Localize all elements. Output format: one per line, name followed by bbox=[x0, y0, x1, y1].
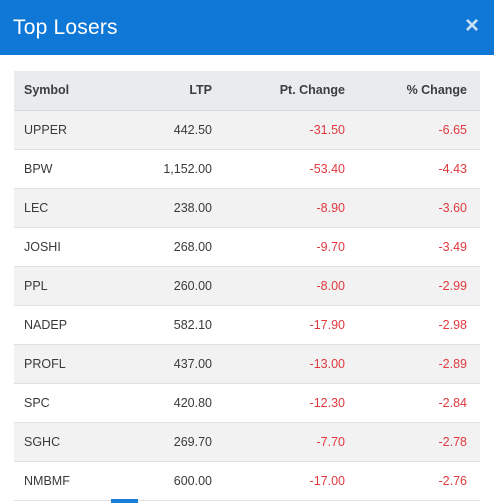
cell-ltp: 442.50 bbox=[124, 110, 212, 150]
cell-symbol[interactable]: NMBMF bbox=[14, 461, 124, 501]
table-row[interactable]: PPL 260.00 -8.00 -2.99 bbox=[14, 266, 480, 306]
cell-symbol[interactable]: PPL bbox=[14, 266, 124, 306]
cell-pct-change: -6.65 bbox=[345, 110, 480, 150]
cell-ltp: 582.10 bbox=[124, 305, 212, 345]
cell-symbol[interactable]: UPPER bbox=[14, 110, 124, 150]
cell-symbol[interactable]: PROFL bbox=[14, 344, 124, 384]
cell-pt-change: -8.90 bbox=[212, 188, 345, 228]
modal-header: Top Losers × bbox=[0, 0, 494, 55]
cell-pt-change: -7.70 bbox=[212, 422, 345, 462]
cell-ltp: 600.00 bbox=[124, 461, 212, 501]
table-row[interactable]: JOSHI 268.00 -9.70 -3.49 bbox=[14, 227, 480, 267]
modal-title: Top Losers bbox=[13, 15, 118, 39]
table-row[interactable]: NADEP 582.10 -17.90 -2.98 bbox=[14, 305, 480, 345]
table-row[interactable]: SGHC 269.70 -7.70 -2.78 bbox=[14, 422, 480, 462]
cell-pt-change: -13.00 bbox=[212, 344, 345, 384]
cell-pct-change: -2.84 bbox=[345, 383, 480, 423]
top-losers-table: Symbol LTP Pt. Change % Change UPPER 442… bbox=[14, 71, 480, 501]
column-header-ltp[interactable]: LTP bbox=[124, 71, 212, 111]
cell-pct-change: -2.98 bbox=[345, 305, 480, 345]
cell-pt-change: -31.50 bbox=[212, 110, 345, 150]
cell-ltp: 420.80 bbox=[124, 383, 212, 423]
cell-ltp: 260.00 bbox=[124, 266, 212, 306]
column-header-pct-change[interactable]: % Change bbox=[345, 71, 480, 111]
cell-symbol[interactable]: SGHC bbox=[14, 422, 124, 462]
table-row[interactable]: NMBMF 600.00 -17.00 -2.76 bbox=[14, 461, 480, 501]
cell-pct-change: -2.99 bbox=[345, 266, 480, 306]
table-row[interactable]: PROFL 437.00 -13.00 -2.89 bbox=[14, 344, 480, 384]
cell-pt-change: -53.40 bbox=[212, 149, 345, 189]
table-row[interactable]: LEC 238.00 -8.90 -3.60 bbox=[14, 188, 480, 228]
cell-pt-change: -17.90 bbox=[212, 305, 345, 345]
close-icon[interactable]: × bbox=[464, 12, 479, 39]
column-header-symbol[interactable]: Symbol bbox=[14, 71, 124, 111]
cell-pct-change: -4.43 bbox=[345, 149, 480, 189]
cell-pct-change: -2.78 bbox=[345, 422, 480, 462]
cell-symbol[interactable]: SPC bbox=[14, 383, 124, 423]
cell-pt-change: -12.30 bbox=[212, 383, 345, 423]
cell-ltp: 268.00 bbox=[124, 227, 212, 267]
cell-ltp: 1,152.00 bbox=[124, 149, 212, 189]
cell-pt-change: -17.00 bbox=[212, 461, 345, 501]
table-row[interactable]: UPPER 442.50 -31.50 -6.65 bbox=[14, 110, 480, 150]
cell-symbol[interactable]: JOSHI bbox=[14, 227, 124, 267]
cell-symbol[interactable]: BPW bbox=[14, 149, 124, 189]
cell-pct-change: -2.76 bbox=[345, 461, 480, 501]
table-row[interactable]: SPC 420.80 -12.30 -2.84 bbox=[14, 383, 480, 423]
table-row[interactable]: BPW 1,152.00 -53.40 -4.43 bbox=[14, 149, 480, 189]
cell-ltp: 269.70 bbox=[124, 422, 212, 462]
cell-pt-change: -9.70 bbox=[212, 227, 345, 267]
cell-pct-change: -3.60 bbox=[345, 188, 480, 228]
cell-symbol[interactable]: LEC bbox=[14, 188, 124, 228]
table-header-row: Symbol LTP Pt. Change % Change bbox=[14, 71, 480, 111]
table-body: UPPER 442.50 -31.50 -6.65 BPW 1,152.00 -… bbox=[14, 110, 480, 501]
cell-ltp: 238.00 bbox=[124, 188, 212, 228]
column-header-pt-change[interactable]: Pt. Change bbox=[212, 71, 345, 111]
cell-pct-change: -2.89 bbox=[345, 344, 480, 384]
cell-symbol[interactable]: NADEP bbox=[14, 305, 124, 345]
cell-pct-change: -3.49 bbox=[345, 227, 480, 267]
cell-ltp: 437.00 bbox=[124, 344, 212, 384]
cell-pt-change: -8.00 bbox=[212, 266, 345, 306]
top-losers-table-container: Symbol LTP Pt. Change % Change UPPER 442… bbox=[14, 71, 480, 501]
scroll-indicator[interactable] bbox=[111, 499, 138, 503]
